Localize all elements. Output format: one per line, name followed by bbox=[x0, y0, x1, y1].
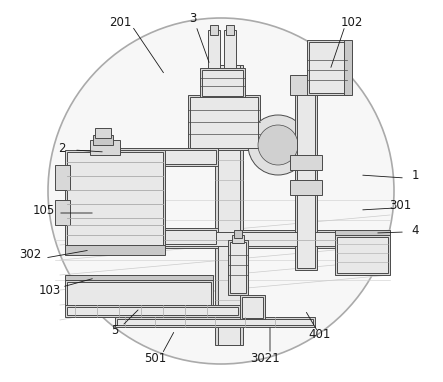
Text: 1: 1 bbox=[411, 168, 419, 181]
Polygon shape bbox=[117, 319, 313, 325]
Text: 2: 2 bbox=[58, 141, 66, 154]
Polygon shape bbox=[115, 317, 315, 327]
Polygon shape bbox=[102, 150, 116, 244]
Polygon shape bbox=[100, 148, 218, 166]
Polygon shape bbox=[90, 140, 120, 155]
Polygon shape bbox=[335, 235, 390, 275]
Polygon shape bbox=[309, 42, 345, 93]
Polygon shape bbox=[65, 280, 213, 308]
Polygon shape bbox=[290, 180, 322, 195]
Polygon shape bbox=[65, 305, 240, 317]
Polygon shape bbox=[226, 25, 234, 35]
Polygon shape bbox=[102, 230, 216, 244]
Text: 103: 103 bbox=[39, 283, 61, 296]
Polygon shape bbox=[67, 152, 163, 248]
Polygon shape bbox=[188, 95, 260, 150]
Circle shape bbox=[248, 115, 308, 175]
Polygon shape bbox=[67, 307, 238, 315]
Polygon shape bbox=[200, 68, 245, 98]
Text: 3021: 3021 bbox=[250, 351, 280, 364]
Polygon shape bbox=[93, 135, 113, 145]
Text: 301: 301 bbox=[389, 199, 411, 212]
Polygon shape bbox=[140, 230, 360, 248]
Polygon shape bbox=[208, 30, 220, 70]
Polygon shape bbox=[230, 242, 246, 293]
Polygon shape bbox=[335, 230, 390, 235]
Polygon shape bbox=[142, 232, 358, 246]
Polygon shape bbox=[290, 75, 322, 95]
Polygon shape bbox=[67, 282, 211, 306]
Text: 102: 102 bbox=[341, 16, 363, 29]
Polygon shape bbox=[202, 70, 243, 96]
Polygon shape bbox=[242, 297, 263, 318]
Text: 4: 4 bbox=[411, 223, 419, 236]
Polygon shape bbox=[102, 150, 216, 164]
Polygon shape bbox=[290, 155, 322, 170]
Polygon shape bbox=[100, 148, 118, 246]
Polygon shape bbox=[190, 97, 258, 148]
Polygon shape bbox=[100, 228, 218, 246]
Polygon shape bbox=[65, 150, 165, 250]
Polygon shape bbox=[65, 275, 213, 280]
Polygon shape bbox=[95, 128, 111, 138]
Polygon shape bbox=[240, 295, 265, 320]
Polygon shape bbox=[215, 65, 243, 345]
Text: 3: 3 bbox=[189, 11, 197, 24]
Text: 105: 105 bbox=[33, 204, 55, 217]
Polygon shape bbox=[228, 240, 248, 295]
Polygon shape bbox=[218, 65, 240, 345]
Text: 401: 401 bbox=[309, 329, 331, 342]
Text: 302: 302 bbox=[19, 249, 41, 262]
Polygon shape bbox=[55, 200, 70, 225]
Polygon shape bbox=[295, 80, 317, 270]
Polygon shape bbox=[210, 25, 218, 35]
Circle shape bbox=[48, 18, 394, 364]
Polygon shape bbox=[337, 237, 388, 273]
Polygon shape bbox=[234, 230, 242, 238]
Polygon shape bbox=[344, 40, 352, 95]
Polygon shape bbox=[297, 82, 315, 268]
Text: 501: 501 bbox=[144, 351, 166, 364]
Text: 5: 5 bbox=[111, 324, 119, 337]
Polygon shape bbox=[224, 30, 236, 70]
Polygon shape bbox=[232, 235, 244, 243]
Circle shape bbox=[258, 125, 298, 165]
Polygon shape bbox=[65, 245, 165, 255]
Polygon shape bbox=[307, 40, 347, 95]
Text: 201: 201 bbox=[109, 16, 131, 29]
Polygon shape bbox=[55, 165, 70, 190]
